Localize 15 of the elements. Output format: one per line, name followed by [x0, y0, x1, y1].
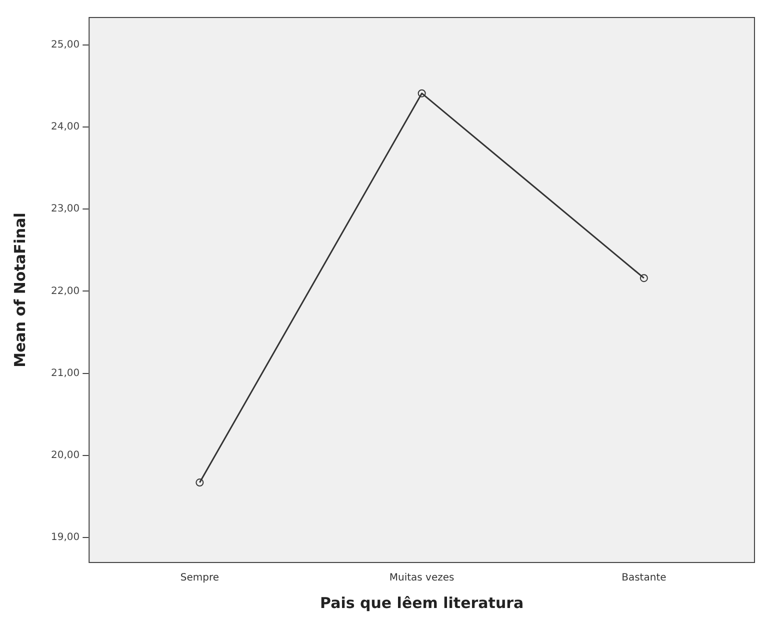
point	[418, 89, 426, 98]
y-tick-label: 19,00	[50, 532, 80, 544]
x-axis-title: Pais que lêem literatura	[320, 594, 524, 612]
y-tick-label: 21,00	[50, 368, 80, 379]
point	[196, 478, 204, 487]
y-tick-label: 25,00	[50, 40, 80, 51]
y-tick-label: 23,00	[50, 204, 80, 215]
y-axis-title: Mean of NotaFinal	[10, 212, 29, 368]
y-tick-label: 22,00	[50, 286, 80, 297]
point	[640, 274, 648, 282]
y-tick-label: 20,00	[50, 450, 80, 462]
x-tick-label: Sempre	[180, 572, 220, 584]
x-tick-label: Bastante	[622, 572, 666, 584]
x-tick-label: Muitas vezes	[389, 572, 454, 584]
y-tick-label: 24,00	[50, 122, 80, 133]
